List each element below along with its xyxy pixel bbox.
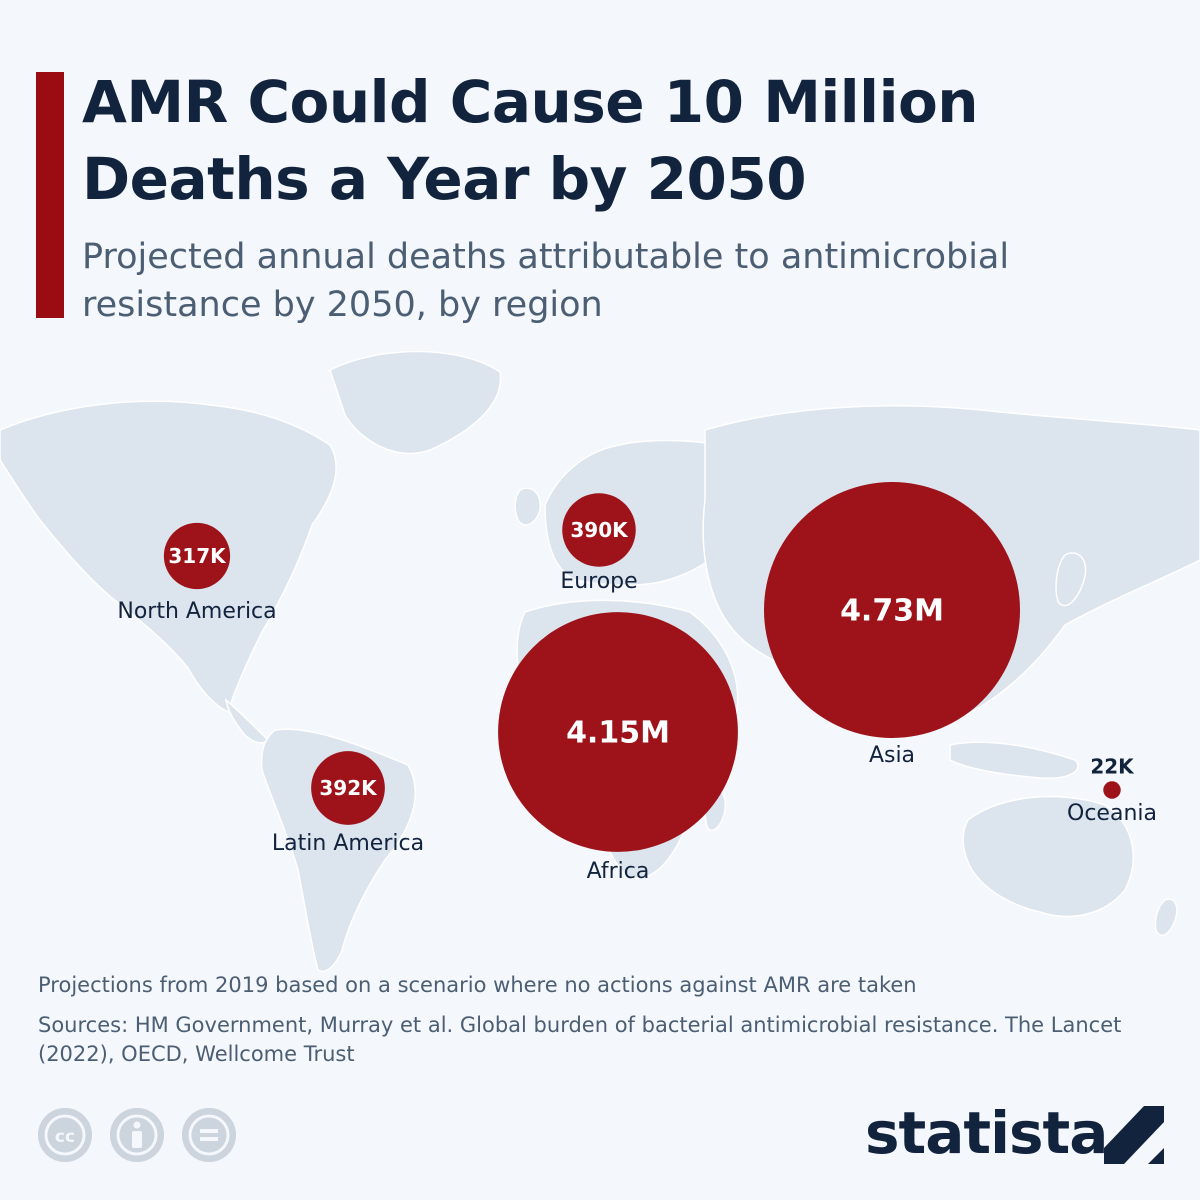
- region-label-europe: Europe: [560, 569, 637, 594]
- value-label-europe: 390K: [570, 518, 629, 542]
- landmass-australia: [962, 795, 1134, 918]
- value-label-oceania: 22K: [1090, 754, 1135, 778]
- title-accent-bar: [36, 72, 64, 318]
- landmass-japan: [1055, 552, 1087, 607]
- landmass-new-zealand: [1154, 898, 1178, 936]
- bubble-europe: [562, 493, 636, 567]
- bubble-oceania: [1103, 781, 1121, 799]
- bubble-asia: [764, 482, 1020, 738]
- landmass-central-america: [224, 698, 270, 744]
- value-label-asia: 4.73M: [840, 594, 944, 629]
- bubble-latin-america: [311, 751, 385, 825]
- value-label-africa: 4.15M: [566, 716, 670, 751]
- landmass-uk: [514, 487, 541, 526]
- value-label-latin-america: 392K: [319, 776, 378, 800]
- landmass-greenland: [329, 350, 502, 455]
- attribution-icon[interactable]: [110, 1108, 164, 1162]
- region-label-oceania: Oceania: [1067, 801, 1157, 826]
- bubble-africa: [498, 612, 738, 852]
- region-label-north-america: North America: [117, 599, 276, 624]
- statista-logo-icon: [1104, 1106, 1164, 1164]
- region-label-latin-america: Latin America: [272, 831, 424, 856]
- page-subtitle: Projected annual deaths attributable to …: [82, 237, 1010, 325]
- sources-text: Sources: HM Government, Murray et al. Gl…: [38, 1013, 1122, 1066]
- bubble-north-america: [163, 522, 231, 590]
- value-label-north-america: 317K: [168, 544, 227, 568]
- region-label-africa: Africa: [587, 859, 650, 884]
- cc-icon[interactable]: cc: [38, 1108, 92, 1162]
- statista-logo-text[interactable]: statista: [865, 1099, 1108, 1167]
- region-label-asia: Asia: [869, 743, 915, 768]
- projection-note: Projections from 2019 based on a scenari…: [38, 973, 917, 997]
- page-title: AMR Could Cause 10 Million Deaths a Year…: [82, 68, 979, 213]
- landmass-southeast-asia-islands: [949, 741, 1079, 779]
- no-derivatives-icon[interactable]: [182, 1108, 236, 1162]
- svg-text:cc: cc: [55, 1127, 75, 1147]
- region-bubbles: 317K North America 390K Europe 392K Latin Ame…: [117, 482, 1157, 884]
